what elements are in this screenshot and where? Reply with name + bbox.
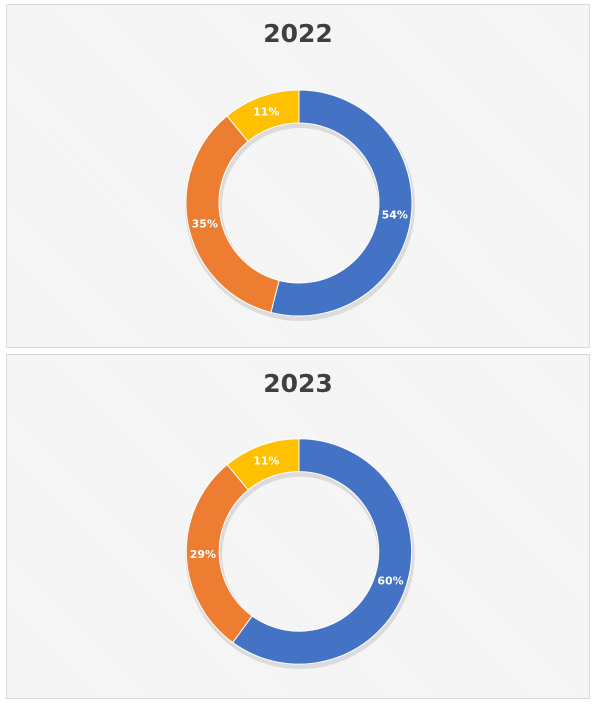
donut-chart-2022: 54% 35% 11% — [185, 89, 415, 321]
donut-slice-3 — [226, 89, 300, 143]
data-label-3: 11% — [253, 106, 279, 119]
data-label-1: 54% — [382, 209, 408, 222]
donut-slice-2 — [185, 115, 280, 314]
chart-title: 2022 — [263, 19, 333, 48]
data-label-2: 35% — [192, 218, 218, 231]
donut-slice-1 — [270, 89, 413, 317]
data-label-1: 60% — [377, 575, 403, 588]
chart-panel-2022: 2022 54% 35% 11% — [6, 4, 590, 348]
chart-panel-2023: 2023 60% 29% 11% — [6, 354, 590, 699]
donut-chart-2023: 60% 29% 11% — [185, 438, 415, 670]
data-label-3: 11% — [253, 454, 279, 467]
donut-slice-1 — [232, 438, 413, 665]
chart-title: 2023 — [263, 369, 333, 398]
data-label-2: 29% — [190, 548, 216, 561]
donut-slice-3 — [226, 438, 300, 491]
